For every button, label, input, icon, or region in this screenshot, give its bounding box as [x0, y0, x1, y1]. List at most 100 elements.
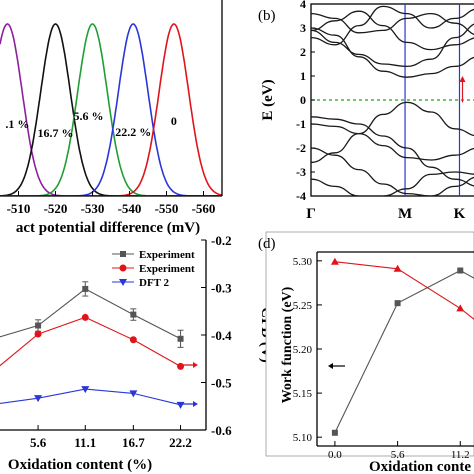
- data-point: [130, 311, 137, 318]
- peak-label: 22.2 %: [115, 125, 151, 139]
- data-point: [129, 390, 138, 398]
- x-tick-label: Γ: [306, 206, 316, 222]
- panel-b-y-axis-label: E (eV): [260, 79, 276, 120]
- y-tick-label: -0.4: [211, 328, 232, 343]
- data-point: [177, 335, 184, 342]
- y-tick-label: 5.30: [293, 256, 313, 268]
- data-point: [456, 304, 465, 312]
- series-line: [334, 269, 474, 434]
- y-tick-label: -3: [296, 165, 306, 179]
- x-tick-label: -520: [44, 201, 68, 216]
- data-point: [34, 395, 43, 403]
- panel-a: -510 -520 -530 -540 -550 -560 .1 % 16.7 %5.6 %…: [0, 0, 223, 236]
- y-tick-label: -4: [296, 189, 306, 203]
- panel-d-box: [265, 231, 474, 457]
- data-point: [457, 267, 464, 274]
- panel-d-ticks: 5.30 5.25 5.20 5.15 5.10 0.0 5.6 11.2: [293, 256, 470, 461]
- band-curve: [311, 123, 474, 161]
- peak-curve: [0, 23, 222, 196]
- series-line: [334, 261, 474, 320]
- panel-c-ticks: -0.2 -0.3 -0.4 -0.5 -0.6 5.6 11.1 16.7 22.2: [30, 233, 232, 450]
- panel-c-blue-arrowhead: [193, 401, 198, 407]
- peak-curve: [0, 23, 222, 196]
- panel-a-x-axis-label: act potential difference (mV): [16, 220, 200, 236]
- legend-label: Experiment: [139, 263, 195, 275]
- legend-marker: [119, 264, 127, 272]
- peak-curve: [0, 23, 222, 196]
- panel-d-y-axis-label: Work function (eV): [280, 286, 295, 403]
- panel-d-x-axis-label: Oxidation conte: [369, 459, 471, 474]
- data-point: [177, 362, 185, 370]
- legend-label: DFT 2: [139, 277, 170, 289]
- y-tick-label: -0.6: [211, 423, 232, 438]
- legend-label: Experiment: [139, 249, 195, 261]
- data-point: [129, 336, 137, 344]
- peak-label: 5.6 %: [74, 109, 104, 123]
- peak-label: 16.7 %: [38, 126, 74, 140]
- y-tick-label: -0.2: [211, 233, 232, 248]
- band-curve: [311, 5, 474, 46]
- x-tick-label: K: [454, 206, 466, 222]
- panel-c: -0.2 -0.3 -0.4 -0.5 -0.6 5.6 11.1 16.7 22.2 Expe…: [0, 233, 274, 473]
- data-point: [331, 429, 338, 436]
- data-point: [394, 300, 401, 307]
- peak-label: .1 %: [5, 117, 29, 131]
- panel-c-series: [0, 281, 185, 409]
- panel-c-legend: Experiment Experiment DFT 2: [112, 249, 195, 289]
- data-point: [393, 264, 402, 272]
- data-point: [82, 285, 89, 292]
- panel-c-x-axis-label: Oxidation content (%): [8, 457, 152, 473]
- y-tick-label: -2: [296, 141, 306, 155]
- x-tick-label: 22.2: [169, 435, 192, 450]
- y-tick-label: 5.25: [293, 300, 313, 312]
- data-point: [330, 257, 339, 265]
- x-tick-label: 11.1: [74, 435, 96, 450]
- panel-d: 5.30 5.25 5.20 5.15 5.10 0.0 5.6 11.2 (d) Work …: [258, 231, 474, 474]
- y-tick-label: 2: [300, 45, 306, 59]
- panel-d-black-arrowhead: [328, 363, 333, 369]
- x-tick-label: 5.6: [30, 435, 47, 450]
- x-tick-label: -530: [81, 201, 105, 216]
- series-line: [0, 288, 181, 340]
- panel-b-ticks: 4 3 2 1 0 -1 -2 -3 -4Γ M K: [296, 0, 466, 222]
- x-tick-label: M: [398, 206, 412, 222]
- band-curve: [311, 116, 474, 187]
- y-tick-label: -0.3: [211, 281, 232, 296]
- band-curve: [311, 171, 474, 196]
- band-curve: [311, 27, 474, 78]
- legend-marker: [120, 251, 126, 257]
- x-tick-label: 11.2: [451, 449, 470, 461]
- y-tick-label: 5.20: [293, 344, 313, 356]
- y-tick-label: -1: [296, 117, 306, 131]
- data-point: [81, 386, 90, 394]
- band-curve: [311, 147, 474, 196]
- y-tick-label: 4: [300, 0, 306, 11]
- panel-d-label: (d): [258, 236, 276, 252]
- band-curve: [311, 101, 474, 164]
- peak-curve: [0, 23, 222, 196]
- panel-a-ticks: -510 -520 -530 -540 -550 -560: [7, 191, 216, 216]
- y-tick-label: 3: [300, 21, 306, 35]
- panel-d-series: [330, 257, 474, 436]
- band-curve: [311, 23, 474, 68]
- x-tick-label: -510: [7, 201, 31, 216]
- x-tick-label: -560: [192, 201, 216, 216]
- x-tick-label: -540: [118, 201, 142, 216]
- y-tick-label: 5.15: [293, 388, 313, 400]
- band-curve: [311, 10, 474, 51]
- series-line: [0, 388, 181, 406]
- data-point: [35, 322, 42, 329]
- band-curve: [311, 12, 474, 35]
- y-tick-label: 0: [300, 93, 306, 107]
- data-point: [176, 401, 185, 409]
- data-point: [34, 330, 42, 338]
- y-tick-label: 5.10: [293, 432, 313, 444]
- y-tick-label: -0.5: [211, 376, 232, 391]
- panel-b-label: (b): [258, 8, 276, 24]
- data-point: [81, 313, 89, 321]
- legend-marker: [119, 279, 127, 286]
- panel-a-peak-labels: .1 % 16.7 %5.6 % 22.2 % 0: [5, 109, 177, 140]
- peak-label: 0: [171, 114, 177, 128]
- x-tick-label: 5.6: [391, 449, 405, 461]
